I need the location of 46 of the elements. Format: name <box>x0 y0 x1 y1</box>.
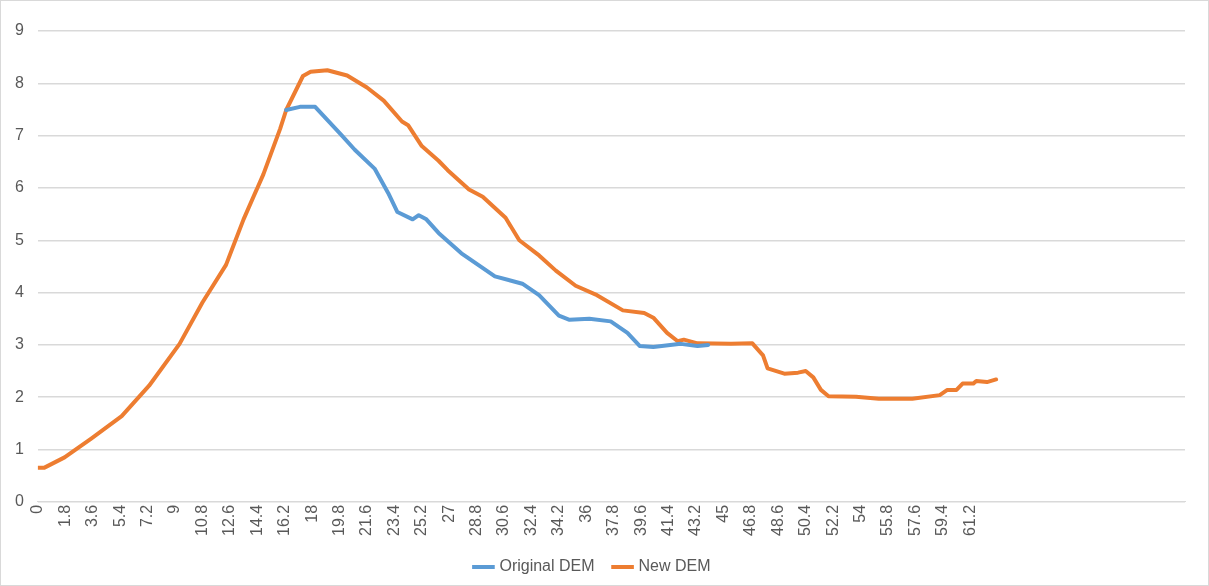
x-tick-label: 36 <box>576 504 594 523</box>
x-tick-label: 28.8 <box>467 504 485 536</box>
x-tick-label: 45 <box>713 504 731 523</box>
x-tick-label: 52.2 <box>823 504 841 536</box>
x-tick-label: 32.4 <box>521 504 539 536</box>
x-tick-label: 12.6 <box>220 504 238 536</box>
y-tick-label: 4 <box>14 282 24 300</box>
x-tick-label: 16.2 <box>275 504 293 536</box>
x-tick-label: 43.2 <box>686 504 704 536</box>
x-tick-label: 30.6 <box>494 504 512 536</box>
y-tick-label: 1 <box>14 439 24 457</box>
x-tick-label: 55.8 <box>878 504 896 536</box>
x-tick-label: 21.6 <box>357 504 375 536</box>
x-tick-label: 41.4 <box>658 504 676 536</box>
x-tick-label: 5.4 <box>110 504 128 528</box>
y-tick-label: 6 <box>14 178 24 196</box>
x-tick-label: 9 <box>165 504 183 514</box>
x-tick-label: 25.2 <box>412 504 430 536</box>
legend-label: New DEM <box>638 557 711 575</box>
x-tick-label: 61.2 <box>960 504 978 536</box>
x-tick-label: 0 <box>28 504 46 514</box>
x-tick-label: 27 <box>439 504 457 523</box>
y-tick-label: 9 <box>14 21 24 39</box>
legend-label: Original DEM <box>499 557 595 575</box>
x-tick-label: 37.8 <box>604 504 622 536</box>
x-tick-label: 46.8 <box>741 504 759 536</box>
y-tick-label: 5 <box>14 230 24 248</box>
x-tick-label: 50.4 <box>796 504 814 536</box>
x-tick-label: 57.6 <box>905 504 923 536</box>
x-tick-label: 1.8 <box>55 504 73 528</box>
y-tick-label: 8 <box>14 73 24 91</box>
y-tick-label: 7 <box>14 126 24 144</box>
x-tick-label: 48.6 <box>768 504 786 536</box>
y-tick-label: 2 <box>14 387 24 405</box>
x-tick-label: 18 <box>302 504 320 523</box>
x-tick-label: 14.4 <box>247 504 265 536</box>
y-tick-label: 3 <box>14 335 24 353</box>
x-tick-label: 34.2 <box>549 504 567 536</box>
x-tick-label: 39.6 <box>631 504 649 536</box>
x-tick-label: 19.8 <box>329 504 347 536</box>
x-tick-label: 10.8 <box>192 504 210 536</box>
x-tick-label: 54 <box>850 504 868 523</box>
x-tick-label: 7.2 <box>137 504 155 528</box>
x-tick-label: 3.6 <box>83 504 101 528</box>
x-tick-label: 23.4 <box>384 504 402 536</box>
x-tick-label: 59.4 <box>933 504 951 536</box>
